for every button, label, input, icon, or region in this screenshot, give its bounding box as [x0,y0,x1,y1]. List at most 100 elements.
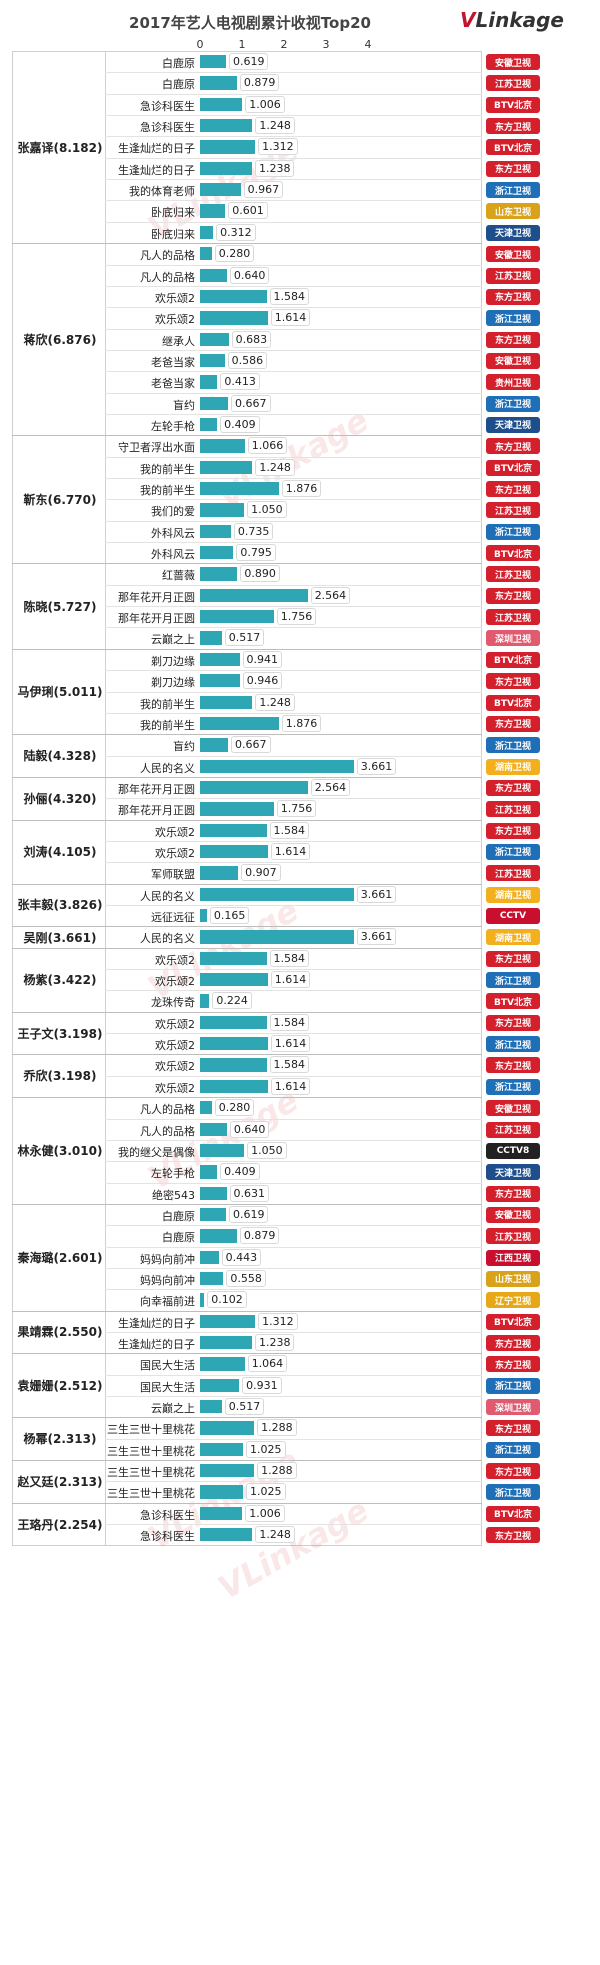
channel-logo: 东方卫视 [486,118,540,135]
row-divider [105,584,482,586]
drama-label: 云巅之上 [151,633,195,647]
bar [200,994,210,1008]
bar [200,396,228,410]
bar [200,631,222,645]
row-divider [105,328,482,330]
bar [200,311,268,325]
group-divider [12,1417,482,1419]
channel-logo: 浙江卫视 [486,523,540,540]
actor-label: 赵又廷(2.313) [17,1474,103,1489]
channel-logo: 天津卫视 [486,1164,540,1181]
bar [200,652,240,667]
row-divider [105,1481,482,1483]
bar [200,268,227,282]
bar [200,1165,218,1179]
channel-logo: BTV北京 [486,96,540,113]
drama-label: 那年花开月正圆 [118,612,195,626]
channel-logo: 东方卫视 [486,438,540,455]
value-label: 1.006 [245,95,285,113]
row-divider [105,1182,482,1184]
row-divider [105,520,482,522]
channel-logo: 江苏卫视 [486,609,540,626]
drama-label: 急诊科医生 [140,1508,195,1522]
value-label: 3.661 [356,757,397,775]
bar [200,1293,205,1307]
x-tick-label: 3 [322,38,330,51]
group-divider [12,1310,482,1312]
channel-logo: 江苏卫视 [486,75,540,92]
value-label: 1.050 [247,501,287,519]
bar [200,674,240,688]
group-divider [12,1460,482,1462]
drama-label: 龙珠传奇 [151,996,195,1010]
row-divider [105,157,482,159]
drama-label: 我们的爱 [151,505,195,519]
actor-label: 张嘉译(8.182) [17,140,103,155]
channel-logo: 东方卫视 [486,1356,540,1373]
value-label: 0.631 [229,1184,269,1202]
channel-logo: 东方卫视 [486,1057,540,1074]
actor-label: 靳东(6.770) [23,492,97,507]
bar [200,1101,212,1115]
channel-logo: 江苏卫视 [486,801,540,818]
row-divider [105,200,482,202]
value-label: 0.907 [241,864,281,882]
vlinkage-logo: VLinkage [460,8,564,32]
actor-label: 王子文(3.198) [17,1026,103,1041]
row-divider [105,136,482,138]
row-divider [105,1225,482,1227]
row-divider [105,1075,482,1077]
channel-logo: 东方卫视 [486,1463,540,1480]
drama-label: 我的前半生 [140,462,195,476]
value-label: 2.564 [310,778,351,796]
channel-logo: 江西卫视 [486,1249,540,1266]
drama-label: 剃刀边缘 [151,654,195,668]
value-label: 1.288 [257,1419,297,1437]
drama-label: 那年花开月正圆 [118,590,195,604]
actor-label: 马伊琍(5.011) [17,684,103,699]
channel-logo: 山东卫视 [486,203,540,220]
drama-label: 那年花开月正圆 [118,804,195,818]
bar [200,1506,243,1521]
channel-logo: 东方卫视 [486,160,540,177]
bar [200,76,237,90]
row-divider [105,627,482,629]
bar [200,1485,244,1499]
channel-logo: 东方卫视 [486,1420,540,1437]
channel-logo: BTV北京 [486,651,540,668]
bar [200,503,245,517]
group-divider [12,926,482,928]
row-divider [105,969,482,971]
channel-logo: 东方卫视 [486,1335,540,1351]
group-divider [12,819,482,821]
channel-logo: 江苏卫视 [486,1228,540,1245]
bar [200,140,256,154]
bar [200,1143,245,1158]
value-label: 0.735 [233,522,274,540]
row-divider [105,1438,482,1440]
actor-label: 果靖霖(2.550) [17,1325,103,1340]
value-label: 0.102 [207,1291,247,1309]
drama-label: 左轮手枪 [151,419,195,433]
value-label: 1.312 [258,138,298,156]
bar [200,780,308,795]
value-label: 0.667 [231,394,271,412]
channel-logo: 湖南卫视 [486,758,540,775]
value-label: 0.890 [240,565,280,583]
bar [200,1229,237,1243]
drama-label: 我的体育老师 [129,185,195,199]
drama-label: 卧底归来 [151,227,195,241]
drama-label: 白鹿原 [162,78,195,92]
value-label: 0.586 [227,351,268,369]
group-divider [12,563,482,565]
bar [200,802,274,816]
drama-label: 守卫者浮出水面 [118,441,195,455]
group-divider [12,1054,482,1056]
drama-label: 急诊科医生 [140,121,195,135]
value-label: 0.640 [229,266,270,284]
drama-label: 妈妈向前冲 [140,1252,195,1266]
actor-label: 秦海璐(2.601) [17,1250,103,1265]
channel-logo: BTV北京 [486,459,540,476]
row-divider [105,1161,482,1163]
channel-logo: 湖南卫视 [486,886,540,903]
